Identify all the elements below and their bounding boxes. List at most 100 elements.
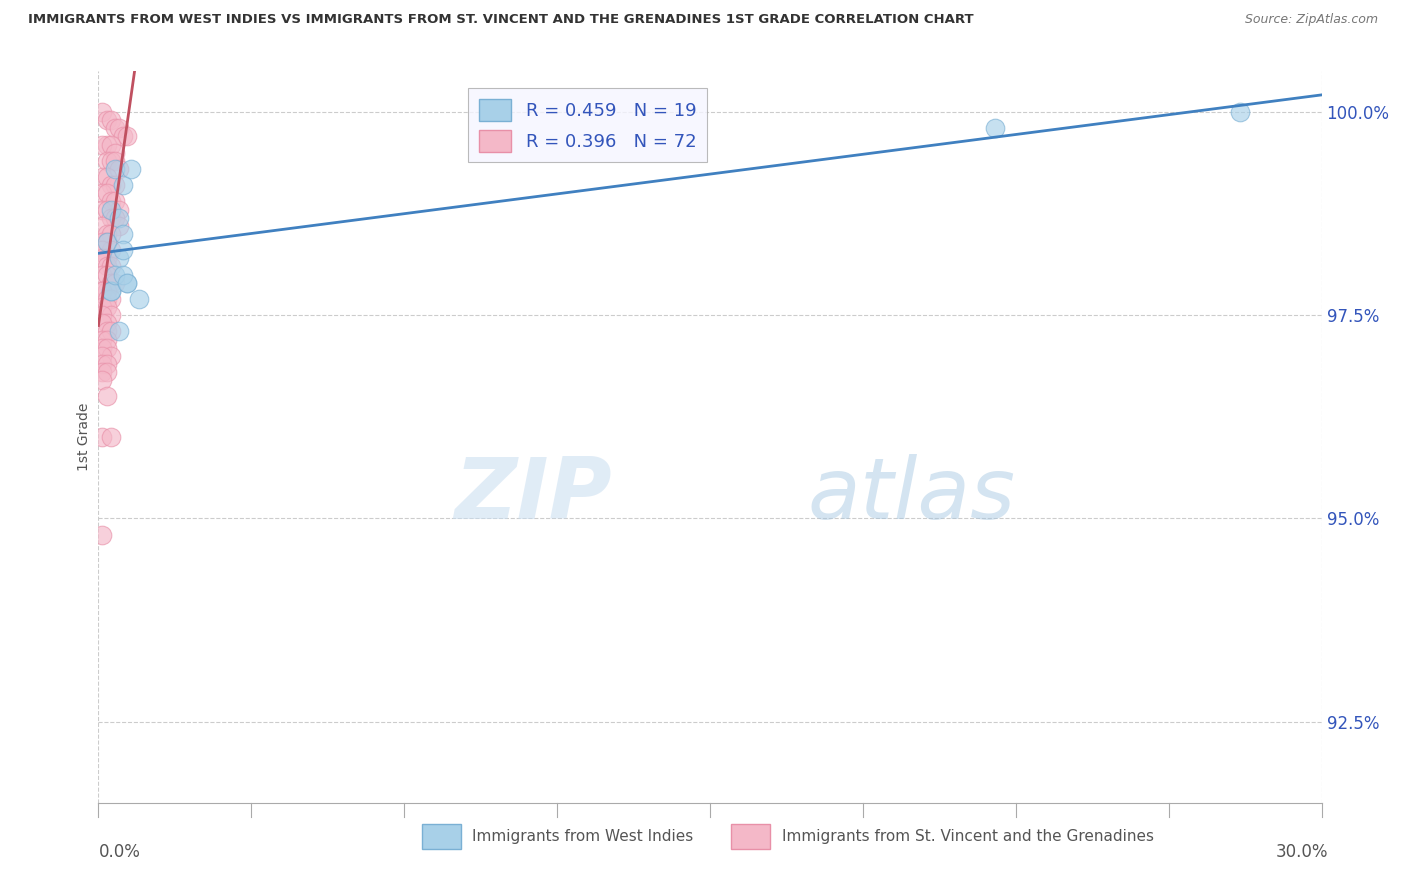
Point <box>100 284 122 298</box>
Point <box>100 284 122 298</box>
Point <box>100 430 122 444</box>
Point <box>96 169 118 184</box>
Point <box>91 284 114 298</box>
Point <box>115 276 138 290</box>
Point <box>91 365 114 379</box>
Point <box>100 243 122 257</box>
Point <box>111 268 134 282</box>
Text: Immigrants from West Indies: Immigrants from West Indies <box>472 830 693 844</box>
Text: IMMIGRANTS FROM WEST INDIES VS IMMIGRANTS FROM ST. VINCENT AND THE GRENADINES 1S: IMMIGRANTS FROM WEST INDIES VS IMMIGRANT… <box>28 13 974 27</box>
Point <box>100 113 122 128</box>
Point <box>120 161 142 176</box>
Text: Source: ZipAtlas.com: Source: ZipAtlas.com <box>1244 13 1378 27</box>
Point <box>100 292 122 306</box>
Point <box>104 153 127 168</box>
Point <box>115 276 138 290</box>
Point <box>91 186 114 201</box>
Point <box>96 137 118 152</box>
Point <box>100 202 122 217</box>
Point <box>108 121 131 136</box>
Point <box>96 113 118 128</box>
Point <box>91 308 114 322</box>
Text: Immigrants from St. Vincent and the Grenadines: Immigrants from St. Vincent and the Gren… <box>782 830 1154 844</box>
Point <box>96 235 118 249</box>
Point <box>108 325 131 339</box>
Point <box>100 325 122 339</box>
Point <box>100 137 122 152</box>
Point <box>96 153 118 168</box>
Text: 0.0%: 0.0% <box>98 843 141 861</box>
Point <box>91 243 114 257</box>
Point <box>91 284 114 298</box>
Point <box>111 178 134 193</box>
Point <box>91 300 114 314</box>
Point <box>91 373 114 387</box>
Point <box>96 316 118 330</box>
Point <box>104 268 127 282</box>
Point <box>96 260 118 274</box>
Point <box>91 252 114 266</box>
Point <box>91 202 114 217</box>
Point <box>91 333 114 347</box>
Point <box>104 194 127 209</box>
Point <box>100 276 122 290</box>
Point <box>108 161 131 176</box>
Point <box>96 300 118 314</box>
Point <box>108 252 131 266</box>
Point <box>104 178 127 193</box>
Point <box>104 145 127 160</box>
Point <box>91 105 114 120</box>
Point <box>104 121 127 136</box>
Point <box>96 333 118 347</box>
Point <box>100 211 122 225</box>
Point <box>96 186 118 201</box>
Point <box>984 121 1007 136</box>
Point <box>91 527 114 541</box>
Point <box>128 292 150 306</box>
Point <box>91 268 114 282</box>
Point <box>108 211 131 225</box>
Point <box>100 153 122 168</box>
Point <box>96 252 118 266</box>
Point <box>108 219 131 233</box>
Point <box>96 227 118 241</box>
Point <box>100 194 122 209</box>
Point <box>96 284 118 298</box>
Point <box>91 137 114 152</box>
Point <box>96 292 118 306</box>
Text: ZIP: ZIP <box>454 454 612 537</box>
Point <box>96 365 118 379</box>
Point <box>111 227 134 241</box>
Point <box>115 129 138 144</box>
Point <box>96 389 118 403</box>
Point <box>100 227 122 241</box>
Point <box>100 260 122 274</box>
Point <box>96 341 118 355</box>
Point <box>91 235 114 249</box>
Point <box>96 357 118 371</box>
Point <box>91 169 114 184</box>
Point <box>104 276 127 290</box>
Point <box>96 268 118 282</box>
Text: 30.0%: 30.0% <box>1277 843 1329 861</box>
Point <box>91 316 114 330</box>
Point <box>111 243 134 257</box>
Point <box>104 211 127 225</box>
Point <box>91 341 114 355</box>
Point <box>1229 105 1251 120</box>
Point <box>100 349 122 363</box>
Point <box>96 202 118 217</box>
Point <box>100 308 122 322</box>
Legend: R = 0.459   N = 19, R = 0.396   N = 72: R = 0.459 N = 19, R = 0.396 N = 72 <box>468 87 707 162</box>
Point <box>96 325 118 339</box>
Point <box>96 235 118 249</box>
Point <box>91 357 114 371</box>
Y-axis label: 1st Grade: 1st Grade <box>77 403 91 471</box>
Point <box>100 178 122 193</box>
Text: atlas: atlas <box>808 454 1017 537</box>
Point <box>91 430 114 444</box>
Point <box>111 129 134 144</box>
Point <box>108 202 131 217</box>
Point <box>91 219 114 233</box>
Point <box>104 161 127 176</box>
